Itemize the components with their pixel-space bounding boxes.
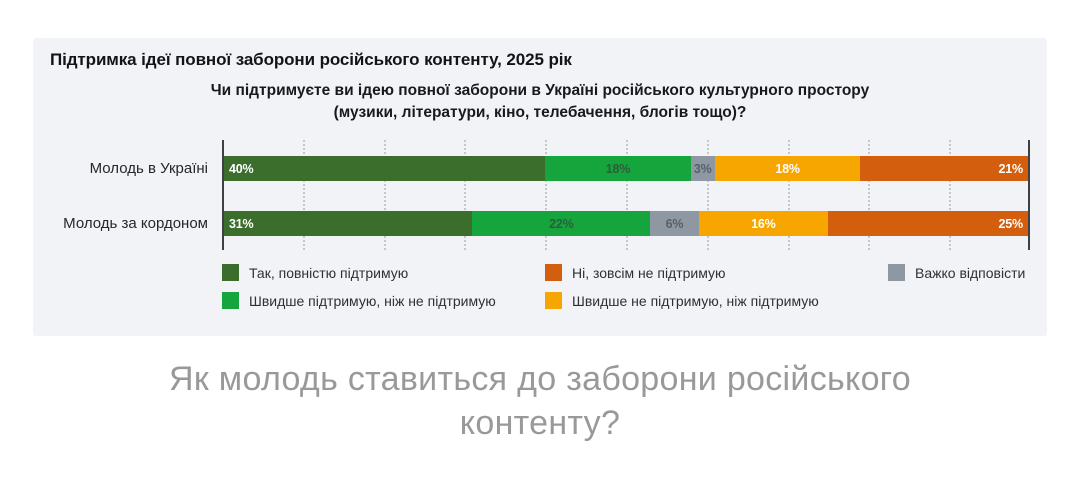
legend-label: Важко відповісти <box>915 264 1026 281</box>
legend-item: Так, повністю підтримую <box>222 264 545 281</box>
bar-segment: 25% <box>827 211 1030 236</box>
legend-swatch <box>545 292 562 309</box>
legend-item: Ні, зовсім не підтримую <box>545 264 888 281</box>
legend-swatch <box>222 264 239 281</box>
legend-label: Швидше підтримую, ніж не підтримую <box>249 292 496 309</box>
gridline <box>545 140 548 250</box>
value-label: 16% <box>751 216 776 231</box>
bar-segment: 21% <box>860 156 1030 181</box>
value-label: 25% <box>998 216 1024 231</box>
chart-title: Підтримка ідеї повної заборони російсько… <box>50 50 572 69</box>
bar-segment: 22% <box>472 211 651 236</box>
gridline <box>787 140 790 250</box>
question-line-1: Чи підтримуєте ви ідею повної заборони в… <box>210 82 870 99</box>
value-label: 3% <box>693 161 712 176</box>
value-label: 31% <box>229 216 254 231</box>
question-line-2: (музики, літератури, кіно, телебачення, … <box>333 104 747 121</box>
chart-question: Чи підтримуєте ви ідею повної заборони в… <box>50 80 1030 124</box>
value-label: 22% <box>549 216 574 231</box>
legend-column: Ні, зовсім не підтримую Швидше не підтрим… <box>545 264 888 309</box>
category-label: Молодь за кордоном <box>63 215 208 232</box>
gridline <box>868 140 871 250</box>
bar-segment: 3% <box>690 156 715 181</box>
legend-item: Швидше підтримую, ніж не підтримую <box>222 292 545 309</box>
bar-row: 40% 18% 3% 18% 21% <box>222 156 1030 181</box>
bar-row: 31% 22% 6% 16% 25% <box>222 211 1030 236</box>
bar-segment: 18% <box>545 156 691 181</box>
axis-line-start <box>222 140 224 250</box>
chart-area: 40% 18% 3% 18% 21% 31% 22% 6% 16% 25% Молодь в Ук… <box>50 140 1030 250</box>
category-label: Молодь в Україні <box>89 160 208 177</box>
legend-item: Швидше не підтримую, ніж підтримую <box>545 292 888 309</box>
gridline <box>464 140 467 250</box>
chart-card: Підтримка ідеї повної заборони російсько… <box>33 38 1047 336</box>
gridline <box>383 140 386 250</box>
bar-segment: 31% <box>222 211 473 236</box>
value-label: 21% <box>998 161 1024 176</box>
gridline <box>706 140 709 250</box>
value-label: 18% <box>775 161 800 176</box>
gridline <box>626 140 628 250</box>
bar-segment: 6% <box>650 211 699 236</box>
legend-column: Так, повністю підтримую Швидше підтримую,… <box>222 264 545 309</box>
page-caption: Як молодь ставиться до заборони російськ… <box>169 360 911 442</box>
value-label: 6% <box>665 216 684 231</box>
legend-label: Ні, зовсім не підтримую <box>572 264 726 281</box>
bar-segment: 16% <box>698 211 828 236</box>
gridline <box>302 140 305 250</box>
bar-segment: 18% <box>714 156 861 181</box>
axis-line-end <box>1028 140 1030 250</box>
legend-swatch <box>545 264 562 281</box>
gridline <box>949 140 952 250</box>
plot-area: 40% 18% 3% 18% 21% 31% 22% 6% 16% 25% <box>222 140 1030 250</box>
legend-label: Так, повністю підтримую <box>249 264 409 281</box>
legend-swatch <box>888 264 905 281</box>
legend-swatch <box>222 292 239 309</box>
legend-label: Швидше не підтримую, ніж підтримую <box>572 292 819 309</box>
value-label: 40% <box>229 161 254 176</box>
value-label: 18% <box>605 161 631 176</box>
page: Підтримка ідеї повної заборони російсько… <box>0 38 1080 445</box>
legend: Так, повністю підтримую Швидше підтримую,… <box>222 264 1030 309</box>
legend-item: Важко відповісти <box>888 264 1025 281</box>
bar-segment: 40% <box>222 156 546 181</box>
legend-column: Важко відповісти <box>888 264 1025 309</box>
